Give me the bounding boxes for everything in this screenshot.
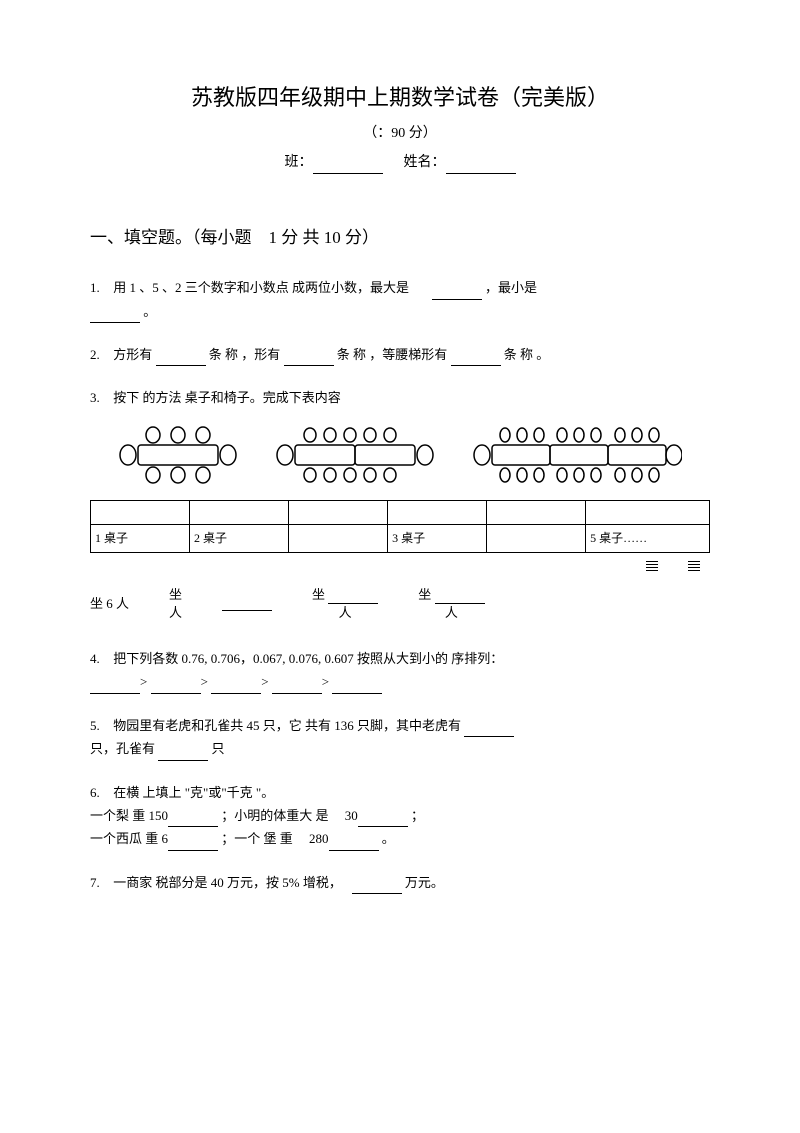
q6-text3: ；小明的体重大 是 <box>221 808 328 823</box>
q4-num: 4. <box>90 647 110 670</box>
q5-b1[interactable] <box>464 723 514 737</box>
question-7: 7. 一商家 税部分是 40 万元，按 5% 增税， 万元。 <box>90 871 710 894</box>
seat-5: 坐 人 <box>418 586 484 622</box>
q7-text2: 万元。 <box>405 875 444 890</box>
q7-text1: 一商家 税部分是 40 万元，按 5% 增税， <box>113 875 342 890</box>
q6-b3[interactable] <box>168 837 218 851</box>
exam-subtitle: （：90 分） <box>90 123 710 145</box>
q6-text4: 30 <box>345 808 358 823</box>
name-label: 姓名： <box>404 155 446 170</box>
q1-text2: ，最小是 <box>485 280 537 295</box>
q2-blank2[interactable] <box>284 352 334 366</box>
q1-text3: 。 <box>143 304 156 319</box>
question-2: 2. 方形有 条 称 ，形有 条 称 ，等腰梯形有 条 称 。 <box>90 343 710 366</box>
q1-text1: 用 1 、5 、2 三个数字和小数点 成两位小数，最大是 <box>113 280 409 295</box>
seat-2: 坐 人 <box>169 586 182 622</box>
q2-text3: 条 称 ，等腰梯形有 <box>337 347 448 362</box>
q4-b2[interactable] <box>151 680 201 694</box>
q5-num: 5. <box>90 714 110 737</box>
q4-b5[interactable] <box>332 680 382 694</box>
seating-row: 坐 6 人 坐 人 坐 人 坐 人 <box>90 586 710 622</box>
dash-marks <box>90 561 710 571</box>
q6-text9: 。 <box>382 831 395 846</box>
q6-b4[interactable] <box>329 837 379 851</box>
exam-title: 苏教版四年级期中上期数学试卷（完美版） <box>90 80 710 115</box>
table-2-icon <box>275 425 435 485</box>
class-blank[interactable] <box>313 160 383 174</box>
q6-text8: 280 <box>309 831 329 846</box>
section-1-heading: 一、填空题。（每小题 1 分 共 10 分） <box>90 224 710 251</box>
question-4: 4. 把下列各数 0.76, 0.706，0.067, 0.076, 0.607… <box>90 647 710 694</box>
cell-3: 3 桌子 <box>388 524 487 552</box>
cell-2 <box>289 524 388 552</box>
cell-1: 2 桌子 <box>190 524 289 552</box>
q6-b1[interactable] <box>168 813 218 827</box>
seat-blank[interactable] <box>222 597 272 611</box>
q3-table: 1 桌子 2 桌子 3 桌子 5 桌子…… <box>90 500 710 553</box>
q1-blank1[interactable] <box>432 286 482 300</box>
q5-text2: 只，孔雀有 <box>90 741 155 756</box>
q4-b3[interactable] <box>211 680 261 694</box>
q6-text6: 一个西瓜 重 6 <box>90 831 168 846</box>
cell-5: 5 桌子…… <box>586 524 710 552</box>
q6-text7: ；一个 堡 重 <box>221 831 293 846</box>
q5-b2[interactable] <box>158 747 208 761</box>
q2-text2: 条 称 ，形有 <box>209 347 281 362</box>
name-blank[interactable] <box>446 160 516 174</box>
q6-text2: 一个梨 重 150 <box>90 808 168 823</box>
q1-num: 1. <box>90 276 110 299</box>
tables-diagram <box>90 425 710 485</box>
seat-6: 坐 6 人 <box>90 592 129 615</box>
q2-blank1[interactable] <box>156 352 206 366</box>
q4-b4[interactable] <box>272 680 322 694</box>
q6-b2[interactable] <box>358 813 408 827</box>
cell-0: 1 桌子 <box>91 524 190 552</box>
student-info: 班： 姓名： <box>90 152 710 174</box>
question-3: 3. 按下 的方法 桌子和椅子。完成下表内容 <box>90 386 710 622</box>
table-3-icon <box>472 425 682 485</box>
q1-blank2[interactable] <box>90 309 140 323</box>
q3-text: 按下 的方法 桌子和椅子。完成下表内容 <box>113 390 341 405</box>
q2-text4: 条 称 。 <box>504 347 550 362</box>
q3-num: 3. <box>90 386 110 409</box>
q5-text3: 只 <box>212 741 225 756</box>
q5-text1: 物园里有老虎和孔雀共 45 只，它 共有 136 只脚，其中老虎有 <box>113 718 461 733</box>
q7-b1[interactable] <box>352 880 402 894</box>
q7-num: 7. <box>90 871 110 894</box>
q2-num: 2. <box>90 343 110 366</box>
question-6: 6. 在横 上填上 "克"或"千克 "。 一个梨 重 150 ；小明的体重大 是… <box>90 781 710 851</box>
q4-text1: 把下列各数 0.76, 0.706，0.067, 0.076, 0.607 按照… <box>113 651 503 666</box>
cell-4 <box>487 524 586 552</box>
question-5: 5. 物园里有老虎和孔雀共 45 只，它 共有 136 只脚，其中老虎有 只，孔… <box>90 714 710 761</box>
q2-text1: 方形有 <box>113 347 152 362</box>
q6-text5: ； <box>411 808 424 823</box>
q6-text1: 在横 上填上 "克"或"千克 "。 <box>113 785 274 800</box>
seat-3: 坐 人 <box>312 586 378 622</box>
class-label: 班： <box>285 155 313 170</box>
table-1-icon <box>118 425 238 485</box>
question-1: 1. 用 1 、5 、2 三个数字和小数点 成两位小数，最大是 ，最小是 。 <box>90 276 710 323</box>
q4-b1[interactable] <box>90 680 140 694</box>
q2-blank3[interactable] <box>451 352 501 366</box>
q6-num: 6. <box>90 781 110 804</box>
